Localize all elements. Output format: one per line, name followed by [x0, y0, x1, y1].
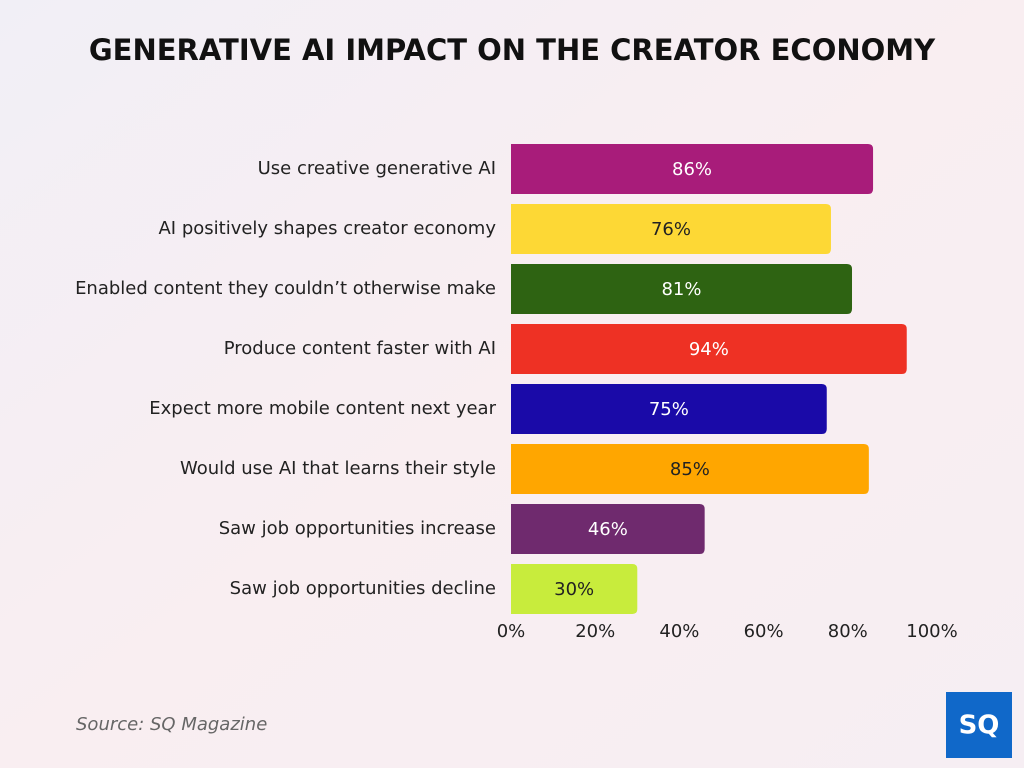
bar: [511, 264, 853, 314]
bar: [511, 144, 874, 194]
value-label: 86%: [672, 159, 712, 180]
y-tick-label: Use creative generative AI: [258, 158, 496, 179]
x-tick-label: 0%: [497, 621, 526, 642]
x-tick-label: 100%: [906, 621, 957, 642]
x-tick-label: 60%: [744, 621, 784, 642]
logo: SQ: [959, 711, 1000, 741]
chart-title: GENERATIVE AI IMPACT ON THE CREATOR ECON…: [89, 33, 936, 67]
bar: [511, 504, 705, 554]
value-label: 46%: [588, 519, 628, 540]
value-label: 30%: [554, 579, 594, 600]
y-tick-label: Expect more mobile content next year: [149, 398, 496, 419]
x-tick-label: 40%: [659, 621, 699, 642]
y-tick-label: Saw job opportunities increase: [219, 518, 496, 539]
y-tick-label: Enabled content they couldn’t otherwise …: [75, 278, 496, 299]
bar: [511, 564, 638, 614]
y-tick-label: AI positively shapes creator economy: [158, 218, 496, 239]
bar: [511, 444, 869, 494]
value-label: 76%: [651, 219, 691, 240]
logo-box: [946, 692, 1012, 758]
x-tick-label: 20%: [575, 621, 615, 642]
value-label: 81%: [661, 279, 701, 300]
y-tick-label: Would use AI that learns their style: [180, 458, 496, 479]
x-tick-label: 80%: [828, 621, 868, 642]
y-tick-label: Produce content faster with AI: [224, 338, 496, 359]
bar: [511, 384, 827, 434]
value-label: 94%: [689, 339, 729, 360]
value-label: 75%: [649, 399, 689, 420]
bar: [511, 204, 831, 254]
y-tick-label: Saw job opportunities decline: [230, 578, 496, 599]
value-label: 85%: [670, 459, 710, 480]
source: Source: SQ Magazine: [76, 714, 267, 735]
bar: [511, 324, 907, 374]
